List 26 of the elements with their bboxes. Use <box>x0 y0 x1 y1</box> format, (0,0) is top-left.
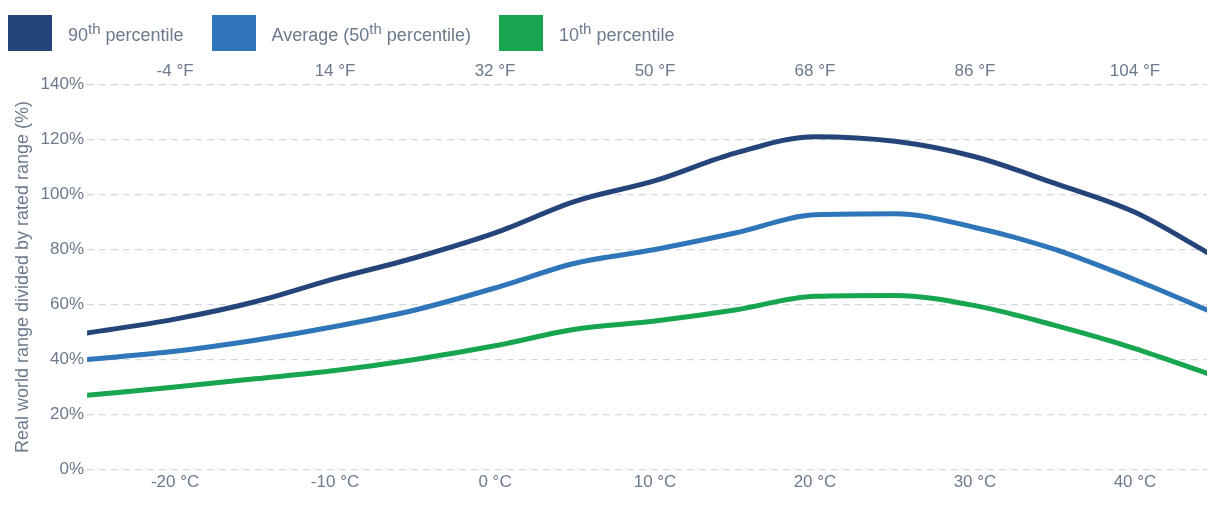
y-tick-label: 140% <box>40 74 85 94</box>
x-tick-label: -10 °C <box>310 472 360 492</box>
x2-tick-label: 32 °F <box>474 60 516 80</box>
y-tick-label: 20% <box>50 404 85 424</box>
x2-tick-label: 50 °F <box>634 60 676 80</box>
x-tick-label: 0 °C <box>478 472 512 492</box>
x-tick-label: -20 °C <box>150 472 200 492</box>
x2-tick-label: -4 °F <box>156 60 194 80</box>
y-tick-label: 120% <box>40 129 85 149</box>
x2-tick-label: 86 °F <box>954 60 996 80</box>
legend-label: 90$^{th}$ percentile <box>68 20 184 46</box>
legend-label: 10$^{th}$ percentile <box>558 20 675 46</box>
legend-label: Average (50$^{th}$ percentile) <box>271 20 471 46</box>
x-tick-label: 30 °C <box>953 472 997 492</box>
x-tick-label: 40 °C <box>1113 472 1157 492</box>
x2-tick-label: 68 °F <box>794 60 836 80</box>
y-tick-label: 80% <box>50 239 85 259</box>
y-tick-label: 40% <box>50 349 85 369</box>
x2-tick-label: 14 °F <box>314 60 356 80</box>
x2-tick-label: 104 °F <box>1109 60 1161 80</box>
x-tick-label: 20 °C <box>793 472 837 492</box>
y-tick-label: 0% <box>59 459 85 479</box>
y-axis-title: Real world range divided by rated range (%) <box>11 100 32 454</box>
y-tick-label: 100% <box>40 184 85 204</box>
x-tick-label: 10 °C <box>633 472 677 492</box>
y-tick-label: 60% <box>50 294 85 314</box>
